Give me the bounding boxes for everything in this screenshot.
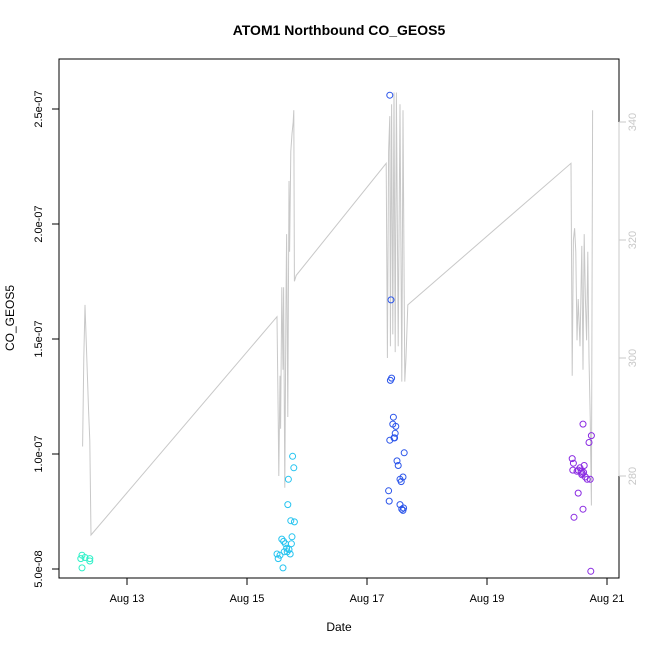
right-y-axis: 280 300 320 340 [618,113,639,485]
data-point [394,462,402,469]
y-tick-label: 5.0e-08 [33,550,45,587]
data-point [569,466,577,474]
data-point [285,546,293,553]
data-point [81,554,89,561]
data-point [399,473,407,481]
data-point [86,557,94,565]
right-series-line [82,92,594,537]
data-point [287,540,295,548]
x-tick-label: Aug 19 [470,593,505,605]
data-point [391,434,399,442]
chart-title: ATOM1 Northbound CO_GEOS5 [233,22,446,38]
y-tick-label: 1.0e-07 [33,435,45,472]
data-point [587,567,595,575]
y-axis-label: CO_GEOS5 [3,285,17,351]
data-point [278,535,286,543]
y-axis: 5.0e-08 1.0e-07 1.5e-07 2.0e-07 2.5e-07 [33,90,60,588]
y-tick-label: 1.5e-07 [33,320,45,357]
data-point [78,564,86,572]
right-y-tick-label: 280 [627,467,639,485]
data-point [569,459,577,467]
scatter-points [77,91,595,575]
data-point [284,501,292,509]
data-point [568,455,576,463]
data-point [386,91,394,99]
right-y-tick-label: 320 [627,231,639,249]
x-axis-label: Date [326,620,352,634]
data-point [579,505,587,513]
right-axis-series [82,92,594,537]
x-tick-label: Aug 13 [110,593,145,605]
data-point [283,548,291,556]
right-y-tick-label: 340 [627,113,639,131]
data-point [398,505,406,513]
data-point [570,513,578,521]
data-point [288,533,296,541]
data-point [387,296,395,304]
data-point [284,475,292,483]
x-tick-label: Aug 21 [590,593,625,605]
data-point [574,489,582,497]
y-tick-label: 2.5e-07 [33,90,45,127]
data-point [274,555,282,563]
data-point [576,464,584,472]
data-point [287,517,295,525]
x-axis: Aug 13 Aug 15 Aug 17 Aug 19 Aug 21 [110,577,625,605]
data-point [587,432,595,440]
data-point [400,504,408,512]
data-point [290,518,298,526]
data-point [279,564,287,572]
data-point [388,374,396,382]
data-point [393,457,401,465]
data-point [276,551,284,559]
data-point [280,537,288,545]
data-point [385,487,393,495]
right-y-tick-label: 300 [627,349,639,367]
data-point [289,452,297,460]
data-point [392,422,400,430]
data-point [400,449,408,457]
data-point [290,464,298,472]
x-tick-label: Aug 17 [350,593,385,605]
data-point [579,420,587,428]
data-point [585,439,593,446]
x-tick-label: Aug 15 [230,593,265,605]
data-point [77,555,85,563]
data-point [389,413,397,421]
y-tick-label: 2.0e-07 [33,205,45,242]
data-point [397,478,405,486]
data-point [580,462,588,469]
data-point [583,475,591,483]
data-point [385,497,393,505]
plot-area-frame [58,58,620,579]
data-point [391,429,399,437]
data-point [586,475,594,483]
data-point [578,470,586,477]
data-point [574,466,582,474]
data-point [86,555,94,563]
